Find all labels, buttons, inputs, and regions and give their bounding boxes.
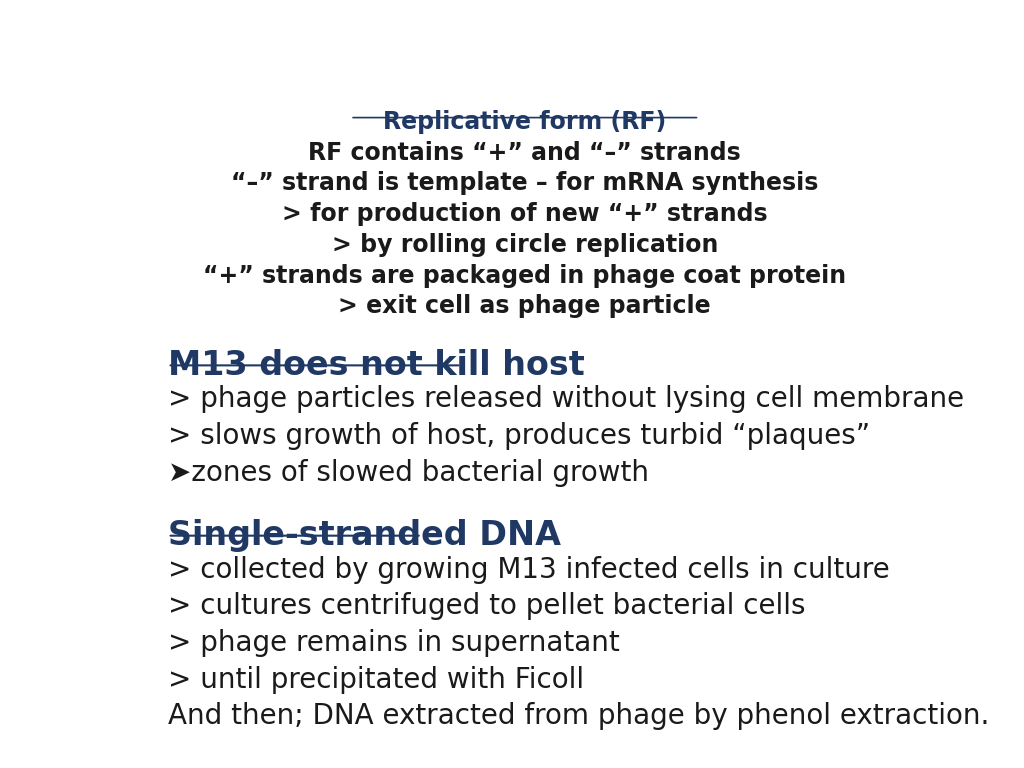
Text: “–” strand is template – for mRNA synthesis: “–” strand is template – for mRNA synthe…	[231, 171, 818, 195]
Text: > until precipitated with Ficoll: > until precipitated with Ficoll	[168, 666, 584, 694]
Text: M13 does not kill host: M13 does not kill host	[168, 349, 585, 382]
Text: ➤zones of slowed bacterial growth: ➤zones of slowed bacterial growth	[168, 458, 648, 487]
Text: RF contains “+” and “–” strands: RF contains “+” and “–” strands	[308, 141, 741, 164]
Text: Single-stranded DNA: Single-stranded DNA	[168, 519, 561, 552]
Text: > exit cell as phage particle: > exit cell as phage particle	[339, 294, 711, 319]
Text: > slows growth of host, produces turbid “plaques”: > slows growth of host, produces turbid …	[168, 422, 869, 450]
Text: > collected by growing M13 infected cells in culture: > collected by growing M13 infected cell…	[168, 556, 890, 584]
Text: “+” strands are packaged in phage coat protein: “+” strands are packaged in phage coat p…	[203, 263, 847, 288]
Text: > phage particles released without lysing cell membrane: > phage particles released without lysin…	[168, 386, 964, 413]
Text: And then; DNA extracted from phage by phenol extraction.: And then; DNA extracted from phage by ph…	[168, 703, 989, 730]
Text: Replicative form (RF): Replicative form (RF)	[383, 110, 667, 134]
Text: > phage remains in supernatant: > phage remains in supernatant	[168, 629, 620, 657]
Text: > by rolling circle replication: > by rolling circle replication	[332, 233, 718, 257]
Text: > cultures centrifuged to pellet bacterial cells: > cultures centrifuged to pellet bacteri…	[168, 592, 805, 621]
Text: > for production of new “+” strands: > for production of new “+” strands	[282, 202, 768, 226]
